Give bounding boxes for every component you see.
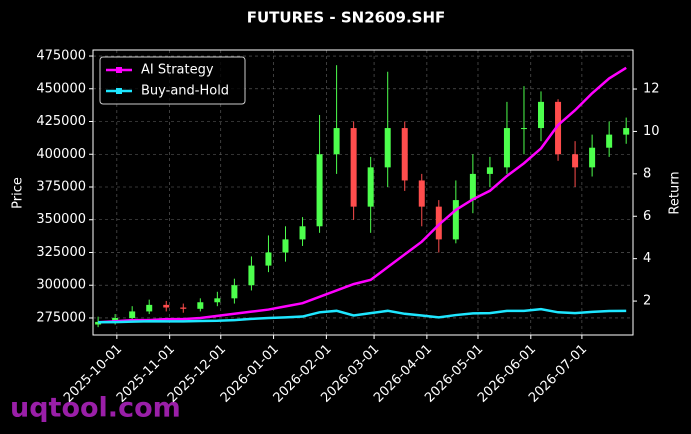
- candle-body: [180, 307, 187, 309]
- candle-body: [265, 252, 272, 266]
- candle-body: [333, 128, 340, 155]
- candle-body: [129, 311, 136, 318]
- y-tick-label: 425000: [36, 114, 86, 129]
- candle-body: [401, 128, 408, 181]
- candle-body: [350, 128, 357, 207]
- y2-axis-label: Return: [668, 171, 683, 214]
- candle-body: [486, 167, 493, 174]
- plot-frame: [92, 49, 634, 336]
- candle-body: [299, 226, 306, 240]
- candle-body: [555, 101, 562, 155]
- candle-body: [231, 285, 238, 299]
- y2-tick-label: 6: [643, 209, 651, 224]
- candle-body: [520, 128, 527, 130]
- y-axis-label: Price: [11, 177, 26, 209]
- y-tick-label: 350000: [36, 212, 86, 227]
- candle-body: [538, 101, 545, 129]
- y-tick-label: 450000: [36, 81, 86, 96]
- candle-body: [112, 317, 119, 322]
- candle-body: [384, 128, 391, 168]
- candle-body: [418, 180, 425, 207]
- candle-body: [469, 173, 476, 201]
- candle-body: [146, 304, 153, 312]
- candle-body: [197, 302, 204, 309]
- y2-tick-label: 2: [643, 294, 651, 309]
- candle-body: [623, 128, 630, 135]
- candle-body: [367, 167, 374, 207]
- chart-title: FUTURES - SN2609.SHF: [247, 9, 446, 27]
- candle-body: [248, 265, 255, 286]
- candle-body: [163, 304, 170, 308]
- y-tick-label: 375000: [36, 179, 86, 194]
- candle-body: [606, 134, 613, 148]
- y2-tick-label: 12: [643, 82, 660, 97]
- candle-body: [452, 200, 459, 240]
- plot-area: [95, 65, 630, 328]
- legend-box: [99, 56, 246, 105]
- candle-body: [95, 321, 102, 325]
- y-tick-label: 475000: [36, 49, 86, 64]
- candle-body: [214, 298, 221, 303]
- legend-label: AI Strategy: [141, 63, 214, 78]
- series-line: [98, 307, 627, 324]
- legend-label: Buy-and-Hold: [141, 84, 229, 99]
- legend-marker: [116, 67, 122, 73]
- series-line: [98, 66, 627, 324]
- y-tick-label: 300000: [36, 278, 86, 293]
- y2-tick-label: 4: [643, 251, 651, 266]
- watermark: uqtool.com: [10, 393, 181, 424]
- candle-body: [589, 147, 596, 168]
- legend-marker: [116, 88, 122, 94]
- candle-body: [503, 128, 510, 168]
- candle-body: [435, 206, 442, 240]
- y-tick-label: 275000: [36, 310, 86, 325]
- candle-body: [572, 154, 579, 168]
- y-tick-label: 400000: [36, 147, 86, 162]
- candle-body: [316, 154, 323, 227]
- y2-tick-label: 8: [643, 166, 651, 181]
- candle-body: [282, 239, 289, 253]
- y2-tick-label: 10: [643, 124, 660, 139]
- y-tick-label: 325000: [36, 245, 86, 260]
